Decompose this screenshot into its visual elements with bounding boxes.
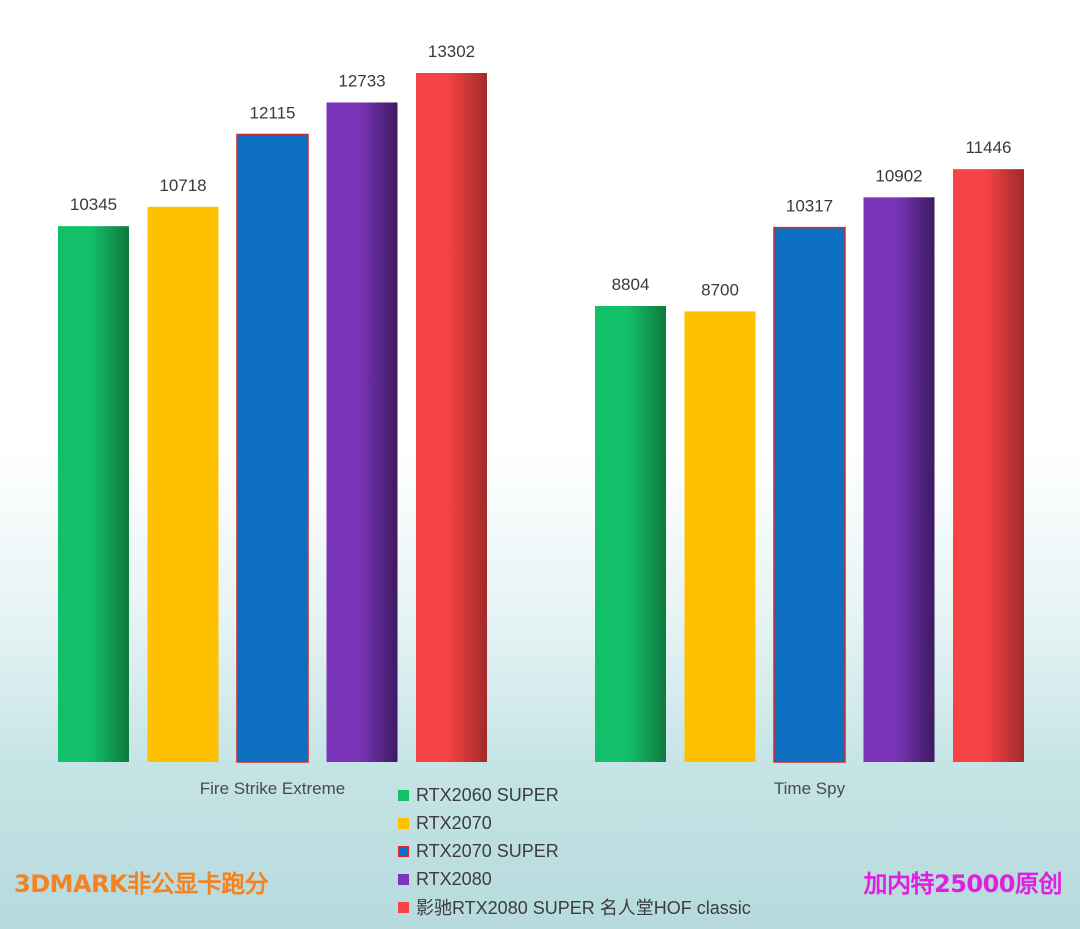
legend-item-5: 影驰RTX2080 SUPER 名人堂HOF classic [398,893,751,921]
legend-swatch-5 [398,901,409,913]
legend-item-4: RTX2080 [398,865,751,893]
legend-swatch-3 [398,845,409,857]
legend-item-3: RTX2070 SUPER [398,837,751,865]
bar-4-2 [863,197,935,762]
bars-group [58,73,1024,763]
value-labels-group: 10345 8804 10718 8700 12115 10317 12733 10902 13… [70,42,1012,299]
legend-item-2: RTX2070 [398,809,751,837]
category-label-1: Fire Strike Extreme [200,779,345,798]
legend-item-1: RTX2060 SUPER [398,781,751,809]
legend-label-4: RTX2080 [416,868,492,889]
data-label-4-2: 10902 [875,166,922,185]
bar-1-1 [58,226,129,762]
legend-swatch-4 [398,873,409,885]
bar-2-1 [147,206,219,763]
data-label-3-2: 10317 [786,197,833,216]
bar-3-1 [236,133,309,763]
bar-5-1 [416,73,487,762]
bar-5-2 [953,169,1024,763]
bar-2-2 [684,311,756,762]
legend-swatch-2 [398,817,409,829]
data-label-5-1: 13302 [428,42,475,61]
footer-right-caption: 加内特25000原创 [863,870,1063,898]
legend-label-3: RTX2070 SUPER [416,840,559,861]
category-label-2: Time Spy [774,779,846,798]
bar-1-2 [595,305,666,762]
legend-label-1: RTX2060 SUPER [416,784,559,805]
bar-4-1 [326,102,398,762]
category-labels-group: Fire Strike Extreme Time Spy [200,779,846,798]
legend-label-5: 影驰RTX2080 SUPER 名人堂HOF classic [416,898,751,918]
data-label-2-1: 10718 [159,176,206,195]
legend-swatch-1 [398,789,409,801]
legend-label-2: RTX2070 [416,812,492,833]
footer-left-caption: 3DMARK非公显卡跑分 [14,870,269,898]
data-label-1-2: 8804 [612,275,650,294]
data-label-2-2: 8700 [701,280,739,299]
bar-3-2 [773,226,846,763]
legend: RTX2060 SUPER RTX2070 RTX2070 SUPER RTX2080… [398,781,751,921]
data-label-4-1: 12733 [338,71,385,90]
data-label-1-1: 10345 [70,195,117,214]
data-label-5-2: 11446 [965,138,1011,157]
data-label-3-1: 12115 [249,103,295,122]
